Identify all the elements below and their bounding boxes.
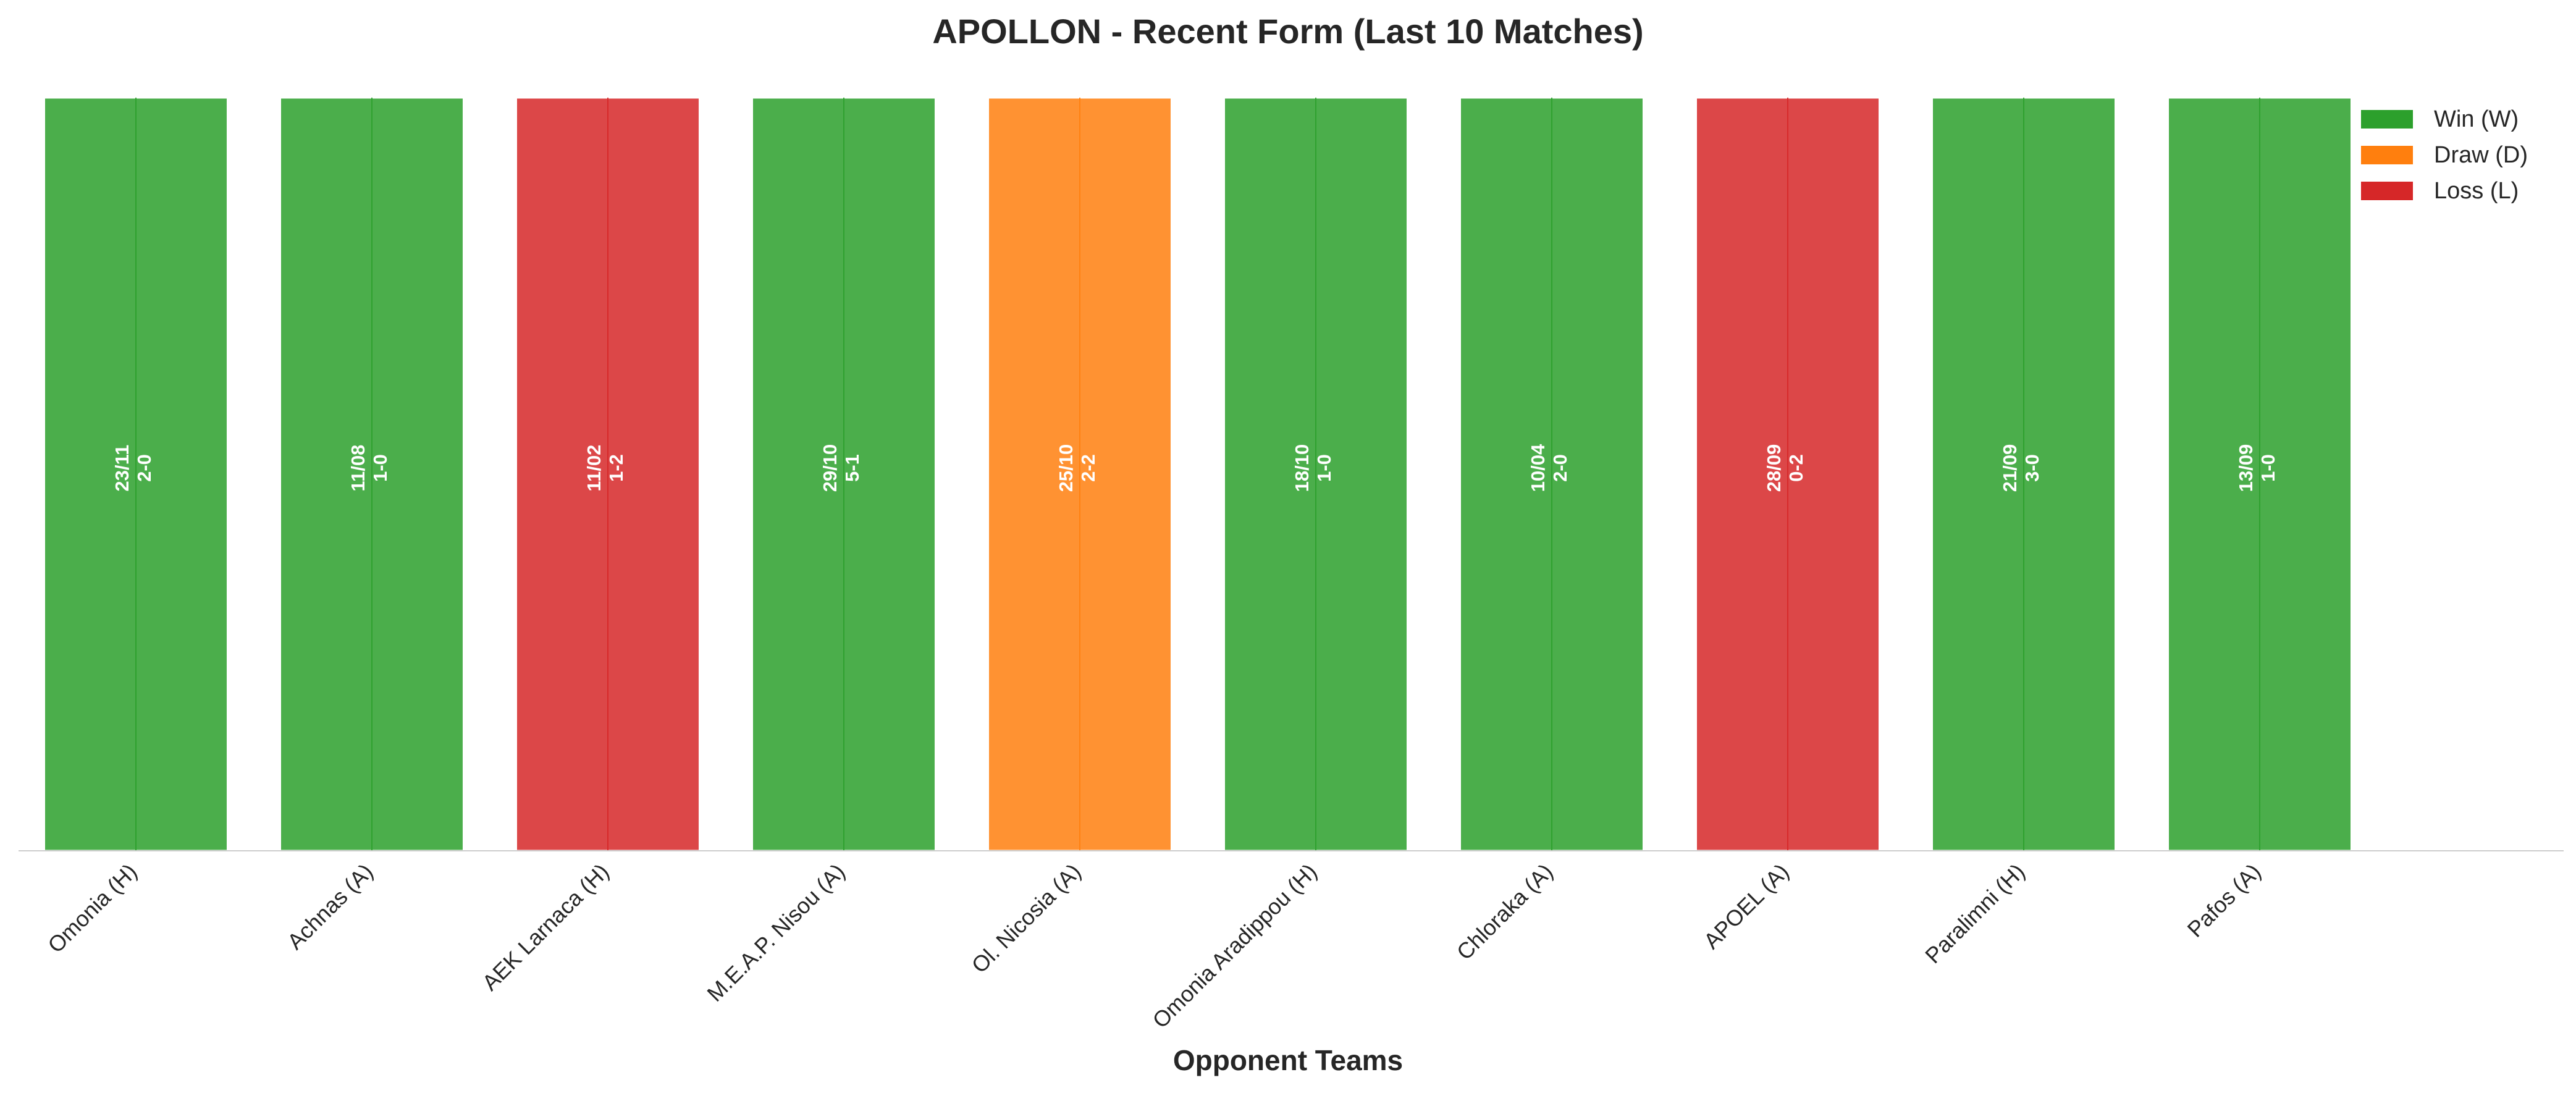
bar-date-label: 25/10 bbox=[1055, 444, 1077, 492]
bar-score-label: 3-0 bbox=[2021, 454, 2043, 482]
bar-score-label: 5-1 bbox=[841, 454, 863, 482]
bar-date-label: 21/09 bbox=[1999, 444, 2021, 492]
x-tick-label: Pafos (A) bbox=[2182, 859, 2266, 942]
bar-date-label: 10/04 bbox=[1527, 444, 1549, 492]
x-tick-label: Chloraka (A) bbox=[1452, 859, 1558, 965]
bar-score-label: 2-0 bbox=[133, 454, 155, 482]
bars-group: 23/11 2-0 11/08 1-0 11/02 1-2 29/10 5-1 25/10 2-2… bbox=[43, 96, 2352, 852]
bar-score-label: 2-0 bbox=[1549, 454, 1571, 482]
bar-date-label: 29/10 bbox=[819, 444, 841, 492]
x-tick-label: Achnas (A) bbox=[282, 859, 378, 955]
x-tick-label: Omonia (H) bbox=[43, 859, 142, 958]
x-tick-label: Omonia Aradippou (H) bbox=[1147, 859, 1321, 1033]
bar-date-label: 11/08 bbox=[347, 445, 369, 492]
legend-swatch bbox=[2361, 110, 2413, 129]
bar-date-label: 18/10 bbox=[1291, 444, 1313, 492]
bar-score-label: 0-2 bbox=[1785, 454, 1807, 482]
legend: Win (W) Draw (D) Loss (L) bbox=[2361, 106, 2528, 204]
x-axis-label: Opponent Teams bbox=[1173, 1044, 1403, 1076]
bar-score-label: 1-0 bbox=[1313, 454, 1335, 482]
x-tick-label: AEK Larnaca (H) bbox=[477, 859, 613, 995]
legend-swatch bbox=[2361, 182, 2413, 200]
x-tick-label: M.E.A.P. Nisou (A) bbox=[702, 859, 849, 1006]
bar-date-label: 11/02 bbox=[583, 445, 605, 492]
bar-date-label: 28/09 bbox=[1763, 444, 1785, 492]
legend-label: Win (W) bbox=[2434, 106, 2519, 132]
legend-label: Draw (D) bbox=[2434, 142, 2528, 168]
bar-date-label: 23/11 bbox=[111, 445, 133, 492]
x-tick-label: APOEL (A) bbox=[1699, 859, 1794, 954]
bar-score-label: 1-0 bbox=[2257, 454, 2279, 482]
chart-title: APOLLON - Recent Form (Last 10 Matches) bbox=[932, 12, 1643, 51]
bar-score-label: 1-0 bbox=[369, 454, 391, 482]
x-tick-label: Ol. Nicosia (A) bbox=[967, 859, 1086, 978]
legend-label: Loss (L) bbox=[2434, 178, 2519, 204]
x-tick-label: Paralimni (H) bbox=[1920, 859, 2030, 969]
bar-score-label: 2-2 bbox=[1077, 454, 1099, 482]
legend-swatch bbox=[2361, 146, 2413, 164]
x-tick-labels: Omonia (H) Achnas (A) AEK Larnaca (H) M.E.A… bbox=[43, 859, 2266, 1033]
bar-date-label: 13/09 bbox=[2235, 444, 2257, 492]
bar-score-label: 1-2 bbox=[605, 454, 627, 482]
